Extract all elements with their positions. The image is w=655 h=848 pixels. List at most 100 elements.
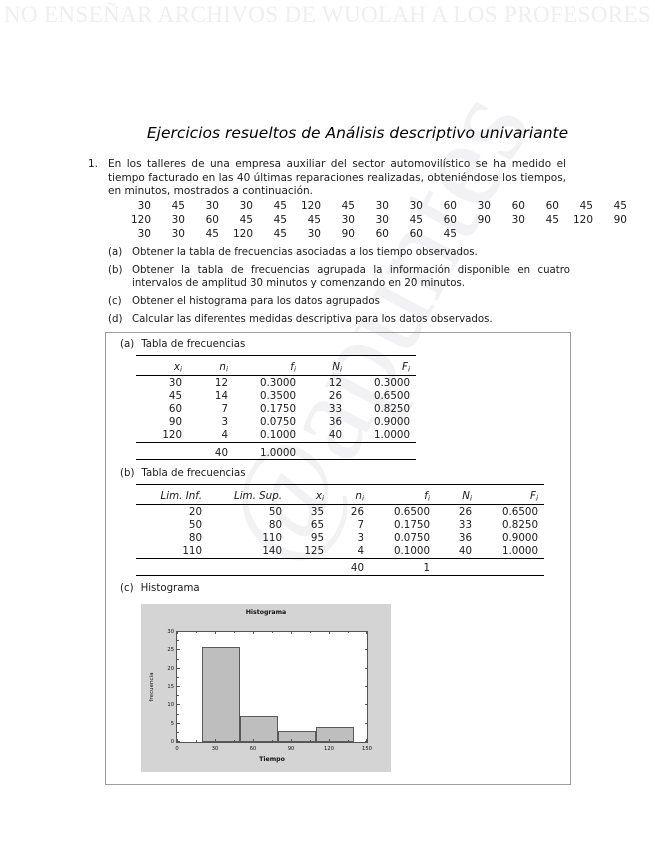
cell: 1.0000	[501, 545, 538, 558]
col-Ni: Ni	[436, 487, 478, 506]
table-row: 80 110 95 3 0.0750 36 0.9000	[136, 532, 544, 545]
y-tick-mark	[177, 704, 180, 706]
data-value: 30	[171, 228, 185, 240]
cell	[436, 560, 478, 576]
col-ni: ni	[188, 358, 234, 377]
table-row: 90 3 0.0750 36 0.9000	[136, 416, 416, 429]
x-tick-minor-top	[310, 632, 311, 634]
data-value: 90	[477, 214, 491, 226]
cell: 0.3000	[259, 376, 296, 389]
cell: 0.1750	[393, 518, 430, 531]
cell: 50	[188, 518, 202, 531]
frequency-table-a: xi ni fi Ni Fi 30 12 0.3000 12 0.3000 45	[136, 355, 416, 462]
data-row: 30 45 30 30 45 120 45 30 30 60 30 60 60 45 45	[120, 199, 630, 213]
data-value: 30	[307, 228, 321, 240]
cell: 12	[214, 376, 228, 389]
cell: 36	[328, 416, 342, 429]
data-value: 30	[171, 214, 185, 226]
cell: 36	[458, 532, 472, 545]
data-value: 30	[137, 228, 151, 240]
data-value: 45	[273, 200, 287, 212]
y-tick-mark	[177, 741, 180, 742]
x-tick-mark	[329, 739, 330, 742]
table-row: 110 140 125 4 0.1000 40 1.0000	[136, 545, 544, 559]
question-text: Obtener la tabla de frecuencias asociada…	[132, 247, 478, 258]
question-label: (c)	[108, 296, 122, 308]
y-tick-minor	[177, 713, 179, 715]
answer-b-heading: (b) Tabla de frecuencias	[120, 468, 246, 479]
cell: 110	[182, 545, 202, 558]
table-row: 30 12 0.3000 12 0.3000	[136, 376, 416, 390]
cell: 80	[188, 532, 202, 545]
x-tick-minor	[234, 740, 235, 742]
y-tick-mark	[177, 631, 180, 632]
data-value: 60	[545, 200, 559, 212]
y-tick-mark-right	[365, 722, 367, 724]
exercise-item-1: 1. En los talleres de una empresa auxili…	[88, 158, 566, 199]
data-value: 120	[232, 228, 253, 240]
data-value: 45	[205, 228, 219, 240]
data-value: 45	[171, 200, 185, 212]
cell: 14	[214, 389, 228, 402]
answer-b-label: (b)	[120, 468, 135, 479]
data-value: 45	[613, 200, 627, 212]
histogram-bar	[240, 716, 279, 742]
y-tick-minor	[177, 640, 179, 642]
data-value: 45	[273, 228, 287, 240]
table-total-row: 40 1.0000	[136, 444, 416, 460]
x-tick-mark	[177, 739, 178, 742]
cell: 140	[262, 545, 282, 558]
y-tick-label: 0	[170, 739, 174, 745]
data-value: 60	[443, 214, 457, 226]
x-tick-mark	[366, 739, 367, 742]
cell: 20	[188, 505, 202, 518]
histogram-figure: Histograma 0 5 10 15 20 25 30 0 30 60 90 120 150 Tie…	[141, 604, 391, 772]
answer-c-heading: (c) Histograma	[120, 583, 200, 594]
histogram-bar	[202, 646, 241, 742]
y-tick-mark-right	[365, 649, 367, 651]
histogram-bar	[278, 731, 317, 742]
table-row: 120 4 0.1000 40 1.0000	[136, 429, 416, 443]
col-lim-inf: Lim. Inf.	[136, 487, 208, 506]
x-tick-label: 120	[324, 746, 334, 752]
data-value: 120	[130, 214, 151, 226]
table-row: 20 50 35 26 0.6500 26 0.6500	[136, 505, 544, 519]
raw-data-grid: 30 45 30 30 45 120 45 30 30 60 30 60 60 45 45 120 30 60 4…	[120, 199, 630, 241]
x-tick-label: 90	[287, 746, 295, 752]
data-value: 30	[375, 200, 389, 212]
cell: 0.0750	[393, 532, 430, 545]
cell: 3	[357, 532, 364, 545]
y-tick-label: 20	[167, 665, 174, 672]
cell: 0.8250	[373, 403, 410, 416]
col-fi: fi	[234, 358, 302, 377]
col-Fi: Fi	[348, 358, 416, 377]
answer-a-title: Tabla de frecuencias	[141, 339, 246, 350]
question-d: (d) Calcular las diferentes medidas desc…	[108, 313, 570, 326]
y-tick-mark	[177, 722, 180, 724]
exercise-statement: En los talleres de una empresa auxiliar …	[108, 158, 566, 198]
y-tick-mark-right	[365, 704, 367, 706]
x-tick-minor	[272, 740, 273, 742]
table-botrule	[136, 459, 416, 462]
data-value: 30	[477, 200, 491, 212]
cell: 125	[304, 545, 324, 558]
cell: 1	[423, 562, 430, 575]
data-value: 60	[443, 200, 457, 212]
chart-title: Histograma	[245, 609, 287, 616]
col-lim-sup: Lim. Sup.	[208, 487, 288, 506]
cell: 40	[328, 429, 342, 442]
table-toprule	[136, 484, 544, 487]
question-text: Obtener el histograma para los datos agr…	[132, 296, 380, 308]
col-fi: fi	[370, 487, 436, 506]
x-tick-minor-top	[234, 632, 235, 634]
y-tick-minor	[177, 658, 179, 660]
cell: 120	[162, 429, 182, 442]
data-value: 45	[545, 214, 559, 226]
top-watermark-banner: NO ENSEÑAR ARCHIVOS DE WUOLAH A LOS PROF…	[3, 2, 652, 27]
x-tick-mark-top	[329, 632, 330, 634]
data-value: 45	[409, 214, 423, 226]
data-row: 30 30 45 120 45 30 90 60 60 45	[120, 227, 630, 241]
answer-c-label: (c)	[120, 583, 134, 594]
y-tick-label: 15	[167, 684, 174, 690]
